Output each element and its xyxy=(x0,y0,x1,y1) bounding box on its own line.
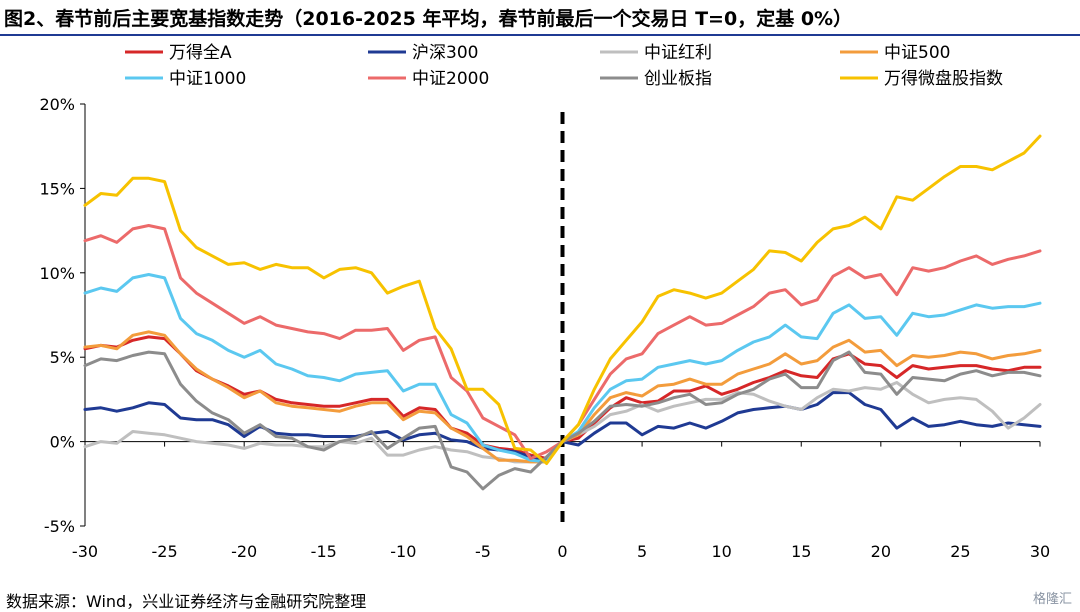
x-tick-label: -10 xyxy=(390,542,416,561)
legend-label: 创业板指 xyxy=(644,69,712,89)
axes: -5% 0% 5% 10% 15% 20% -30 -25 -20 -15 -10 -5 0 5 10 15 2… xyxy=(39,95,1050,561)
x-tick-label: -25 xyxy=(152,542,178,561)
legend-label: 万得全A xyxy=(169,43,232,63)
series-lines xyxy=(83,134,1042,491)
x-tick-label: 5 xyxy=(637,542,647,561)
series-line-7 xyxy=(83,134,1042,465)
x-tick-label: 20 xyxy=(871,542,891,561)
y-tick-label: 15% xyxy=(39,179,75,198)
source-note: 数据来源：Wind，兴业证券经济与金融研究院整理 xyxy=(6,592,367,611)
y-tick-label: 0% xyxy=(50,433,75,452)
legend-label: 中证红利 xyxy=(644,43,712,63)
legend-label: 中证1000 xyxy=(169,69,246,89)
y-tick-label: -5% xyxy=(44,517,75,536)
legend-label: 中证500 xyxy=(884,43,950,63)
x-tick-label: 0 xyxy=(557,542,567,561)
y-tick-label: 20% xyxy=(39,95,75,114)
legend-label: 万得微盘股指数 xyxy=(884,69,1003,89)
x-tick-label: 25 xyxy=(950,542,970,561)
x-tick-label: -5 xyxy=(475,542,491,561)
y-tick-label: 5% xyxy=(50,348,75,367)
legend-label: 沪深300 xyxy=(412,43,478,63)
x-tick-label: 15 xyxy=(791,542,811,561)
title-divider xyxy=(0,34,1080,36)
legend: 万得全A 沪深300 中证红利 中证500 中证1000 中证2000 创业板指 万得微盘股指… xyxy=(125,43,1003,89)
x-tick-label: -30 xyxy=(72,542,98,561)
x-tick-label: 10 xyxy=(711,542,731,561)
legend-label: 中证2000 xyxy=(412,69,489,89)
x-tick-label: -20 xyxy=(231,542,257,561)
chart-title: 图2、春节前后主要宽基指数走势（2016-2025 年平均，春节前最后一个交易日… xyxy=(4,8,853,30)
y-tick-label: 10% xyxy=(39,264,75,283)
x-tick-label: -15 xyxy=(311,542,337,561)
watermark-logo: 格隆汇 xyxy=(1032,592,1072,607)
x-tick-label: 30 xyxy=(1030,542,1050,561)
